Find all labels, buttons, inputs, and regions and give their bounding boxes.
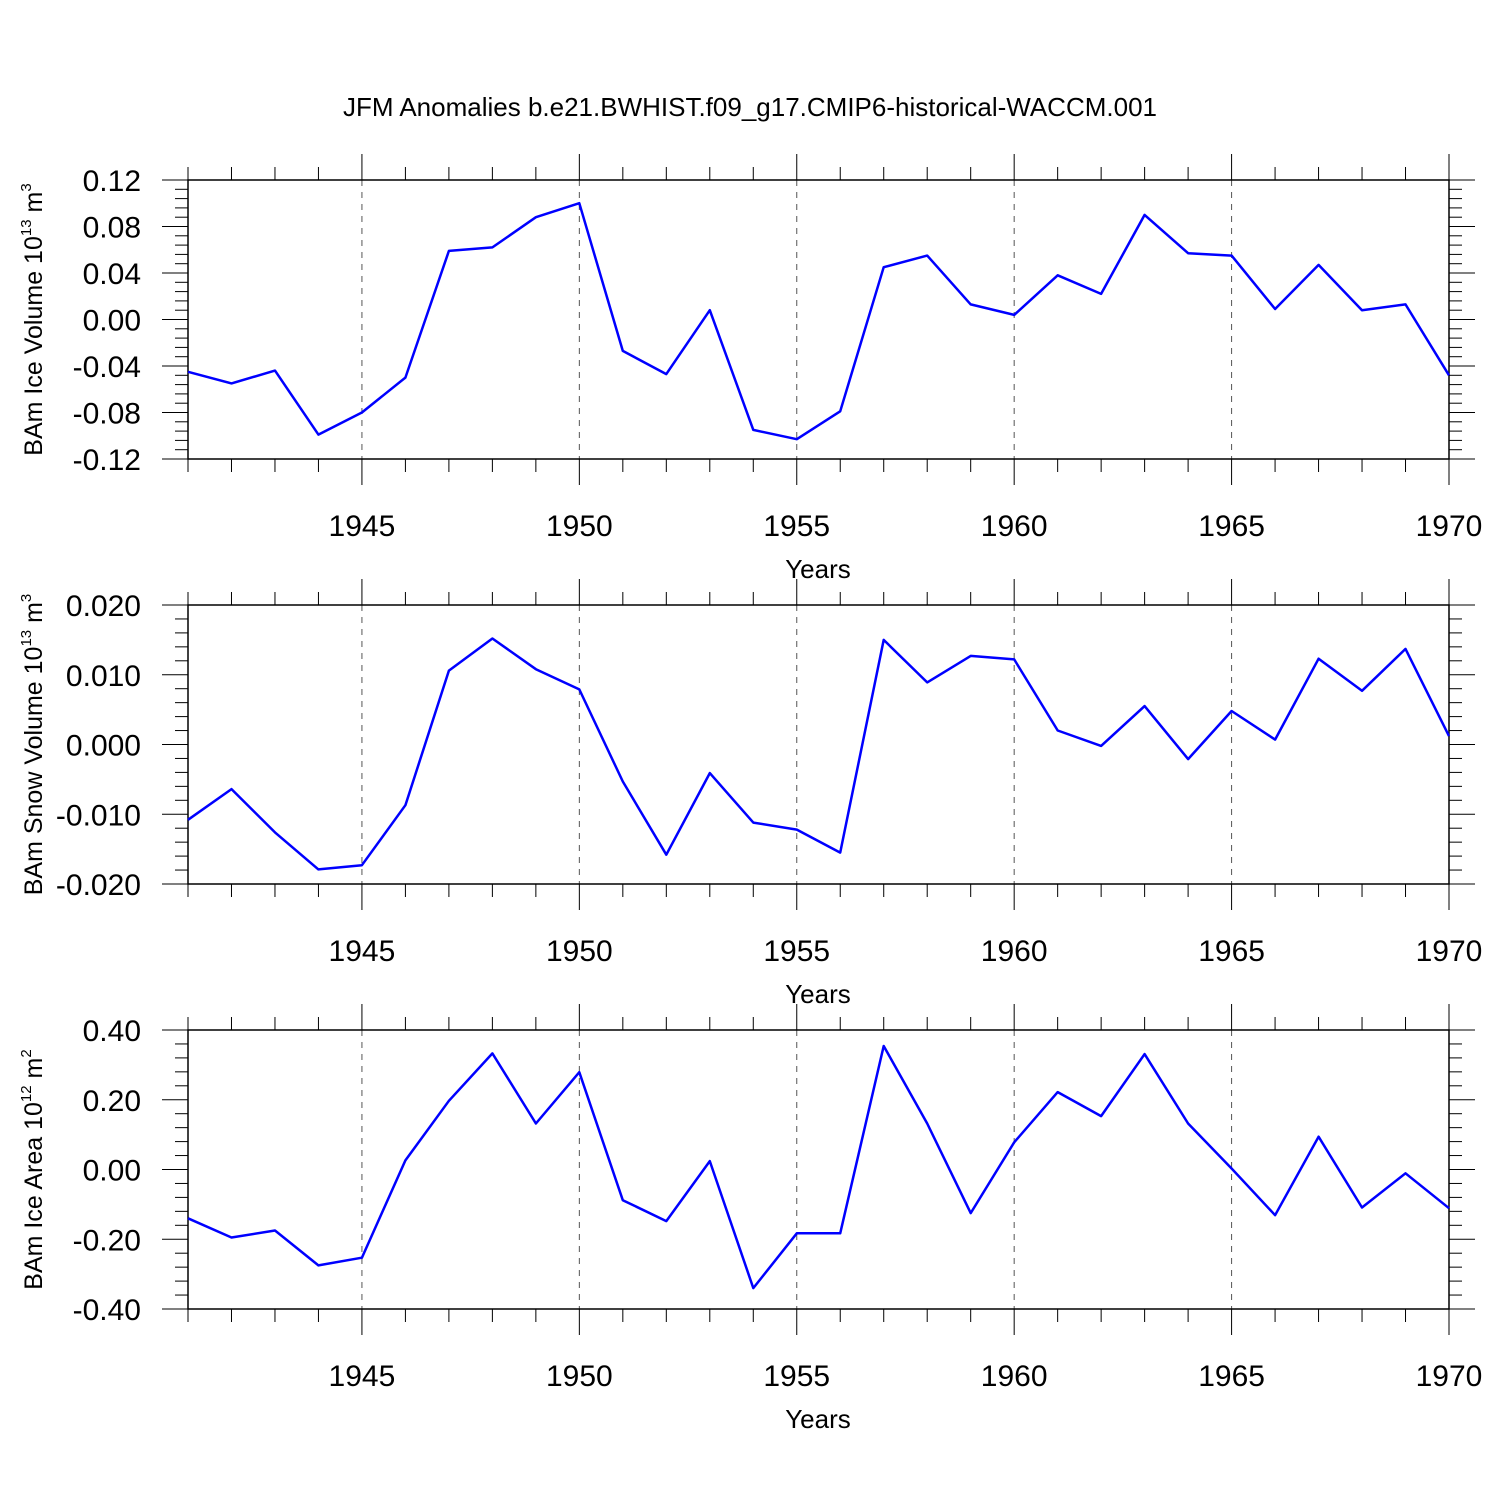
y-axis-label: BAm Snow Volume 1013 m3 xyxy=(18,594,48,896)
plot-frame xyxy=(187,179,1450,460)
y-tick-label: 0.40 xyxy=(83,1015,141,1048)
x-tick-label: 1945 xyxy=(329,1360,396,1393)
x-tick-label: 1965 xyxy=(1198,1360,1265,1393)
y-tick-label: -0.08 xyxy=(73,398,141,431)
x-axis-label: Years xyxy=(785,979,851,1009)
y-axis-label-exp: 13 xyxy=(18,630,35,647)
x-tick-label: 1955 xyxy=(763,510,830,543)
y-tick-label: 0.00 xyxy=(83,305,141,338)
x-tick-label: 1960 xyxy=(981,935,1048,968)
series-line xyxy=(187,201,1451,441)
x-tick-label: 1960 xyxy=(981,510,1048,543)
y-axis-label-unit-exp: 3 xyxy=(18,594,35,602)
y-axis-label-base: BAm Ice Area 10 xyxy=(20,1102,48,1290)
panel-snow-volume: 1945 1950 1955 1960 1965 1970 Years 0.020 0.010 0… xyxy=(18,579,1482,1009)
x-tick-label: 1945 xyxy=(329,935,396,968)
x-tick-label: 1955 xyxy=(763,935,830,968)
y-tick-label: 0.04 xyxy=(83,258,141,291)
y-tick-label: -0.40 xyxy=(73,1294,141,1327)
x-tick-label: 1970 xyxy=(1416,1360,1483,1393)
y-tick-label: -0.010 xyxy=(56,799,141,832)
x-tick-label: 1960 xyxy=(981,1360,1048,1393)
plot-frame xyxy=(187,1029,1450,1310)
series-line xyxy=(187,1044,1450,1290)
y-tick-label: 0.08 xyxy=(83,212,141,245)
chart-title: JFM Anomalies b.e21.BWHIST.f09_g17.CMIP6… xyxy=(343,92,1157,122)
y-tick-label: 0.000 xyxy=(66,730,141,763)
y-axis-label-exp: 12 xyxy=(18,1085,35,1102)
y-axis-label-unit: m xyxy=(20,192,48,220)
y-tick-label: 0.020 xyxy=(66,590,141,623)
x-tick-label: 1950 xyxy=(546,510,613,543)
y-tick-label: 0.010 xyxy=(66,660,141,693)
y-tick-label: 0.12 xyxy=(83,165,141,198)
y-axis-label-unit-exp: 2 xyxy=(18,1049,35,1057)
y-axis-label-exp: 13 xyxy=(18,219,35,236)
y-tick-label: -0.020 xyxy=(56,869,141,902)
y-axis-label-unit-exp: 3 xyxy=(18,183,35,191)
y-tick-label: 0.20 xyxy=(83,1085,141,1118)
series-line xyxy=(187,637,1451,871)
x-tick-label: 1970 xyxy=(1416,935,1483,968)
y-tick-label: 0.00 xyxy=(83,1155,141,1188)
y-axis-label: BAm Ice Area 1012 m2 xyxy=(18,1049,48,1289)
x-axis-label: Years xyxy=(785,554,851,584)
y-axis-label-base: BAm Snow Volume 10 xyxy=(20,647,48,896)
x-tick-label: 1970 xyxy=(1416,510,1483,543)
x-tick-label: 1950 xyxy=(546,935,613,968)
x-axis-label: Years xyxy=(785,1404,851,1434)
x-tick-label: 1950 xyxy=(546,1360,613,1393)
y-tick-label: -0.20 xyxy=(73,1224,141,1257)
y-axis-label-unit: m xyxy=(20,602,48,630)
x-tick-label: 1965 xyxy=(1198,935,1265,968)
x-tick-label: 1955 xyxy=(763,1360,830,1393)
y-axis-label-base: BAm Ice Volume 10 xyxy=(20,236,48,456)
y-tick-label: -0.04 xyxy=(73,351,141,384)
y-axis-label-unit: m xyxy=(20,1058,48,1086)
panel-ice-volume: 1945 1950 1955 1960 1965 1970 Years 0.12 0.08 0.0… xyxy=(18,154,1482,584)
x-tick-label: 1965 xyxy=(1198,510,1265,543)
panel-ice-area: 1945 1950 1955 1960 1965 1970 Years 0.40 0.20 0.0… xyxy=(18,1004,1482,1434)
x-tick-label: 1945 xyxy=(329,510,396,543)
y-tick-label: -0.12 xyxy=(73,444,141,477)
y-axis-label: BAm Ice Volume 1013 m3 xyxy=(18,183,48,455)
